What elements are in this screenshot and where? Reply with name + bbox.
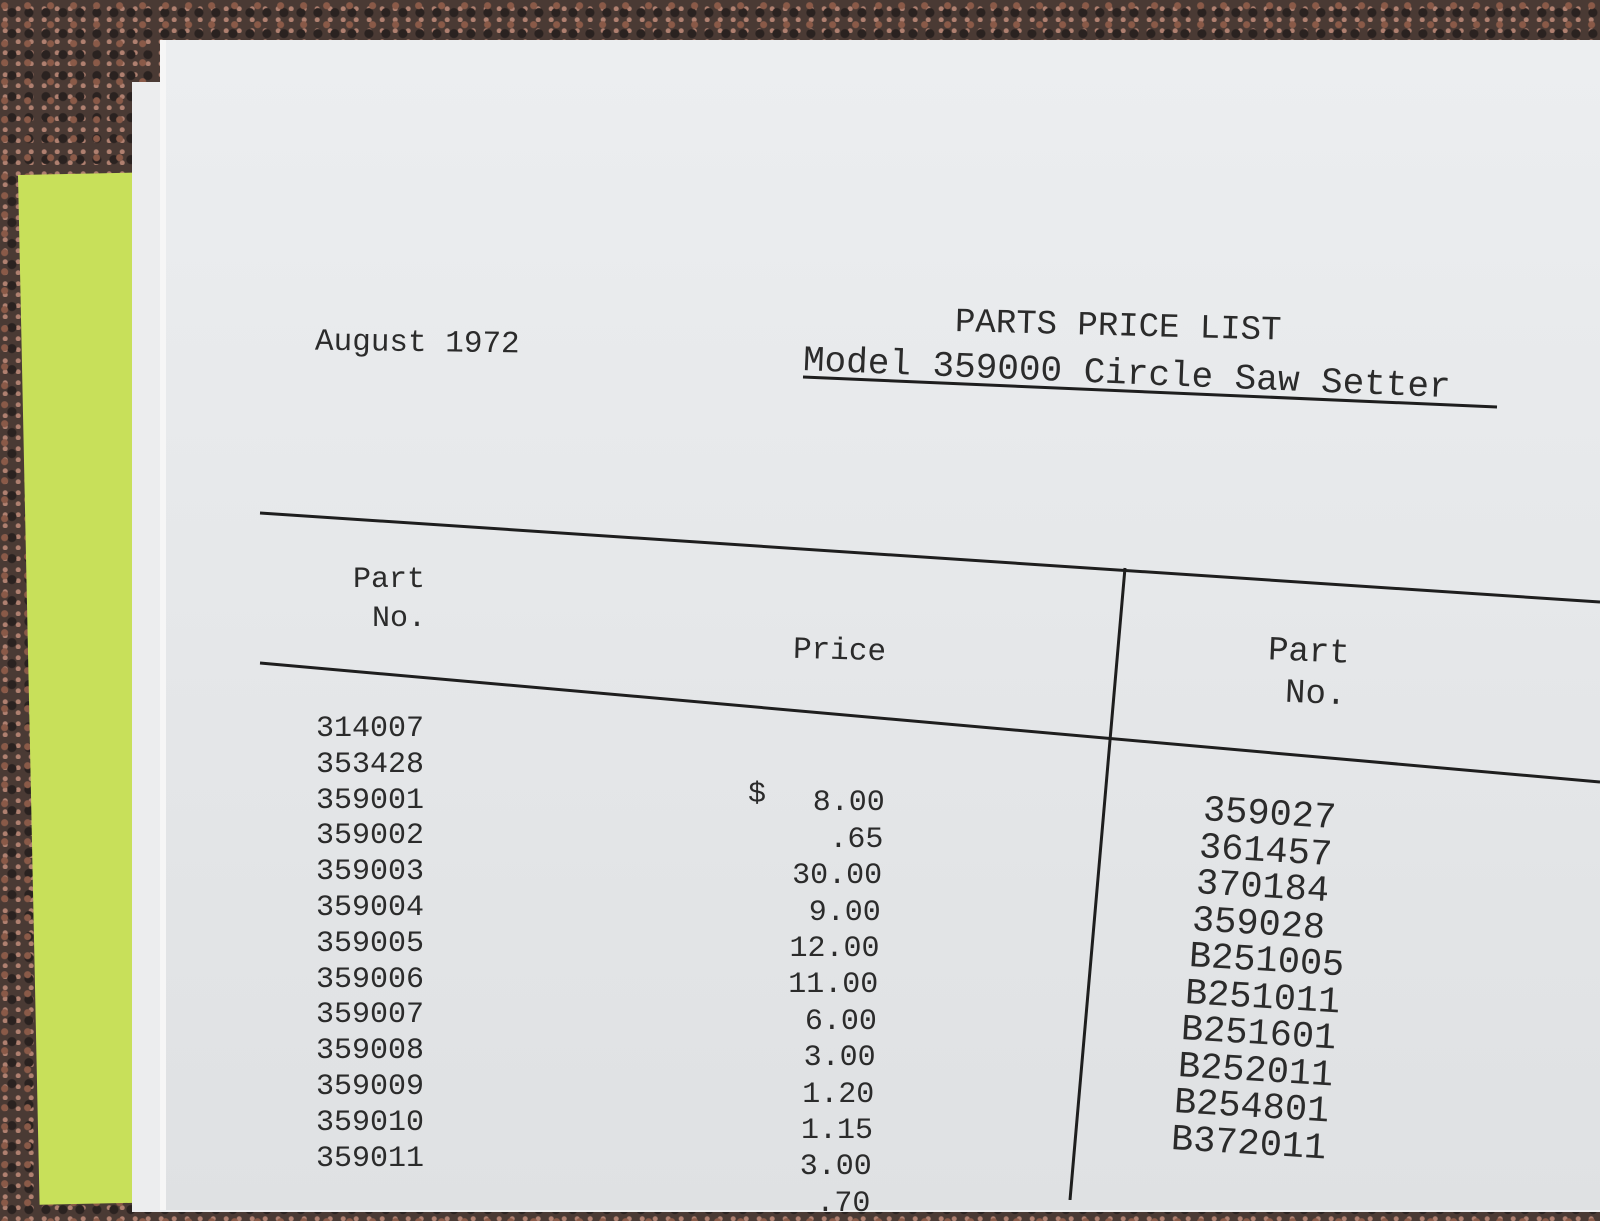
currency-symbol: $ xyxy=(748,777,767,812)
right-part-number: B372011 xyxy=(1169,1118,1328,1170)
part-number: 314007 xyxy=(316,712,425,746)
price-value: 9.00 xyxy=(808,895,881,930)
price-value: 8.00 xyxy=(812,786,885,821)
part-number: 359001 xyxy=(316,783,425,818)
part-number: 359004 xyxy=(316,891,425,925)
header-price: Price xyxy=(792,632,887,671)
part-number: 359002 xyxy=(316,819,425,854)
header-right-part-label: Part xyxy=(1267,632,1351,674)
header-part-label: Part xyxy=(353,563,426,597)
document-date: August 1972 xyxy=(314,324,520,363)
header-bottom-rule xyxy=(259,661,1600,784)
part-number: 359007 xyxy=(316,998,425,1033)
document-page xyxy=(160,40,1600,1210)
part-number: 359006 xyxy=(316,962,425,997)
price-value: 3.00 xyxy=(799,1150,872,1185)
price-value: .70 xyxy=(816,1186,871,1221)
part-number: 359011 xyxy=(316,1141,425,1176)
price-value: .65 xyxy=(829,822,884,857)
table-top-rule xyxy=(259,511,1600,604)
header-no-label: No. xyxy=(372,602,427,636)
price-value: 12.00 xyxy=(789,932,880,966)
price-value: 30.00 xyxy=(792,859,883,894)
price-value: 11.00 xyxy=(788,968,879,1003)
part-number: 359003 xyxy=(316,855,425,890)
part-number: 359009 xyxy=(316,1070,425,1104)
subtitle-underline xyxy=(802,375,1498,409)
price-value: 6.00 xyxy=(804,1004,877,1039)
price-value: 1.15 xyxy=(800,1114,873,1148)
price-value: 1.20 xyxy=(802,1077,875,1112)
column-divider xyxy=(1068,567,1127,1200)
price-value: 3.00 xyxy=(803,1041,876,1076)
part-number: 353428 xyxy=(316,747,425,782)
part-number: 359008 xyxy=(316,1034,425,1069)
part-number: 359005 xyxy=(316,926,425,961)
header-right-no-label: No. xyxy=(1284,674,1348,716)
part-number: 359010 xyxy=(316,1105,425,1140)
